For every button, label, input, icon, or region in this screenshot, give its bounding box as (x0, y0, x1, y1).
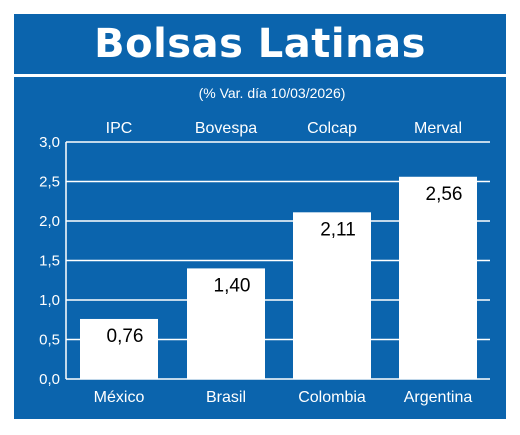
y-tick-label: 0,5 (39, 332, 60, 349)
bar (187, 268, 265, 379)
bars (80, 176, 477, 379)
chart-title: Bolsas Latinas (94, 21, 426, 67)
index-name-labels: IPC Bovespa Colcap Merval (106, 120, 462, 137)
y-tick-label: 2,5 (39, 174, 60, 191)
bar (293, 212, 371, 379)
y-tick-label: 2,0 (39, 213, 60, 230)
bar (399, 176, 477, 379)
y-tick-label: 3,0 (39, 134, 60, 151)
index-name-label: Colcap (307, 120, 357, 137)
bar (80, 318, 158, 379)
category-labels: México Brasil Colombia Argentina (94, 389, 473, 406)
value-label: 1,40 (214, 275, 251, 296)
index-name-label: Bovespa (195, 120, 257, 137)
title-band: Bolsas Latinas (14, 14, 506, 77)
category-label: Argentina (404, 389, 473, 406)
y-axis-ticks: 0,0 0,5 1,0 1,5 2,0 2,5 3,0 (39, 134, 60, 388)
chart-subtitle: (% Var. día 10/03/2026) (199, 85, 346, 101)
y-tick-label: 0,0 (39, 371, 60, 388)
value-label: 2,56 (426, 184, 463, 205)
value-label: 0,76 (107, 326, 144, 347)
category-label: Brasil (206, 389, 246, 406)
category-label: Colombia (298, 389, 366, 406)
y-tick-label: 1,5 (39, 253, 60, 270)
value-label: 2,11 (320, 219, 356, 240)
value-labels: 0,76 1,40 2,11 2,56 (107, 184, 463, 347)
y-tick-label: 1,0 (39, 292, 60, 309)
bar-chart: (% Var. día 10/03/2026) 0,0 0,5 1,0 1,5 2,0 2… (39, 85, 490, 406)
index-name-label: IPC (106, 120, 133, 137)
index-name-label: Merval (414, 120, 462, 137)
category-label: México (94, 389, 145, 406)
